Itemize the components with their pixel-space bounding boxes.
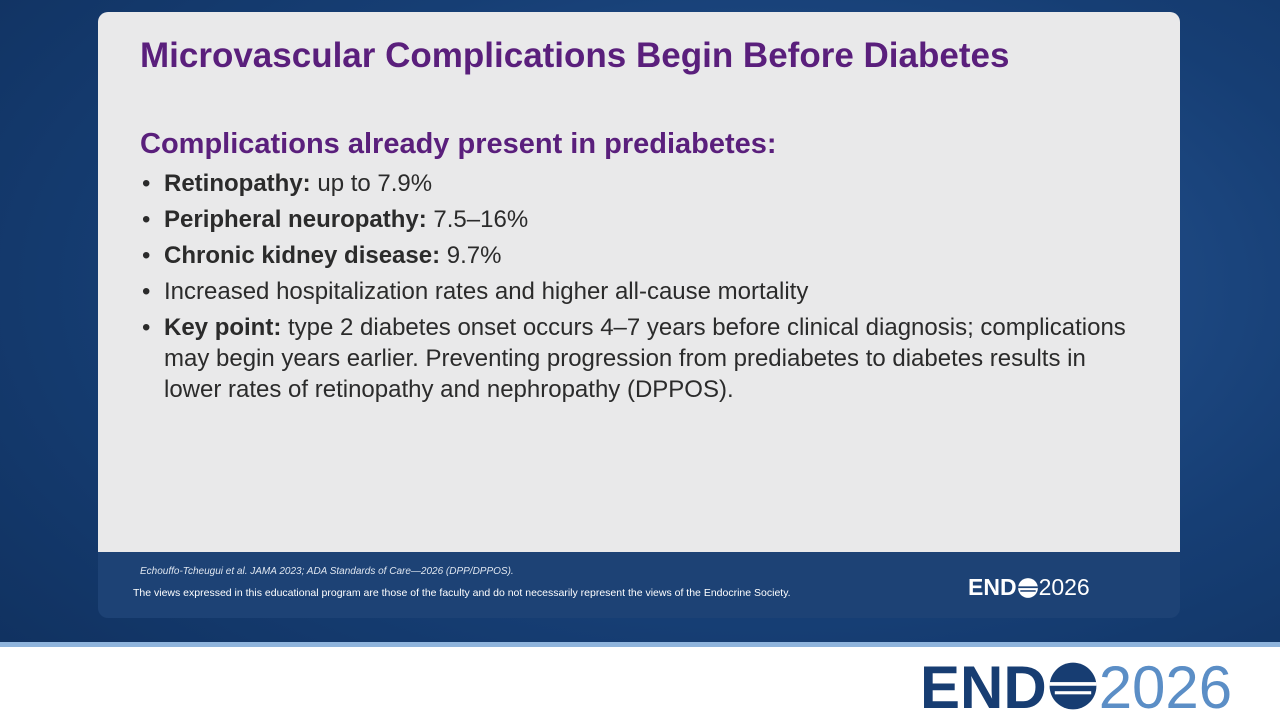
bullet-text: Increased hospitalization rates and high… <box>164 278 809 305</box>
bottom-band: END 2026 <box>0 642 1280 725</box>
citation: Echouffo-Tcheugui et al. JAMA 2023; ADA … <box>140 566 514 577</box>
bullet-text: 9.7% <box>446 242 502 269</box>
bullet: Increased hospitalization rates and high… <box>140 276 1130 307</box>
bullet-list: Retinopathy: up to 7.9% Peripheral neurop… <box>140 168 1130 410</box>
logo-right: 2026 <box>1098 654 1233 721</box>
globe-icon <box>1049 662 1097 710</box>
panel: Microvascular Complications Begin Before… <box>98 12 1180 618</box>
bullet: Peripheral neuropathy: 7.5–16% <box>140 204 1130 235</box>
bullet: Chronic kidney disease: 9.7% <box>140 240 1130 271</box>
main-logo: END 2026 <box>920 653 1232 722</box>
bullet-lead: Retinopathy: <box>164 170 311 197</box>
heading: Complications already present in prediab… <box>140 128 777 160</box>
bullet-text: up to 7.9% <box>317 170 433 197</box>
bullet-lead: Peripheral neuropathy: <box>164 206 427 233</box>
bullet-text: type 2 diabetes onset occurs 4–7 years b… <box>164 314 1126 403</box>
bullet-text: 7.5–16% <box>433 206 529 233</box>
content: Microvascular Complications Begin Before… <box>98 12 1180 552</box>
logo-left: END <box>968 574 1017 600</box>
disclaimer: The views expressed in this educational … <box>133 587 791 599</box>
footer-logo: END 2026 <box>968 574 1090 601</box>
bullet-lead: Chronic kidney disease: <box>164 242 441 269</box>
title: Microvascular Complications Begin Before… <box>140 36 1010 75</box>
logo-left: END <box>920 654 1047 721</box>
globe-icon <box>1017 578 1038 598</box>
bullet: Retinopathy: up to 7.9% <box>140 168 1130 199</box>
logo-right: 2026 <box>1038 574 1090 600</box>
bullet: Key point: type 2 diabetes onset occurs … <box>140 312 1130 405</box>
bullet-lead: Key point: <box>164 314 282 341</box>
